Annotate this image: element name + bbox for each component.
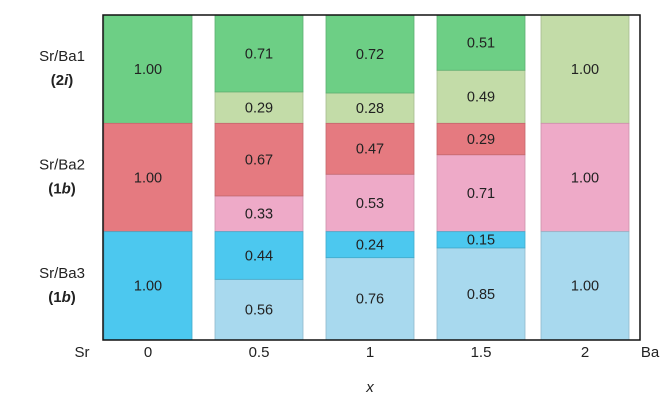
bar-segment — [436, 122, 526, 156]
segment-label: 1.00 — [134, 62, 162, 78]
row-site-label: (2i) — [51, 72, 74, 89]
segment-label: 1.00 — [571, 170, 599, 186]
bar-segment — [540, 14, 630, 124]
segment-label: 0.53 — [356, 196, 384, 212]
bar-segment — [325, 122, 415, 175]
segment-label: 0.71 — [245, 46, 273, 62]
x-axis-label: x — [365, 379, 374, 396]
row-label: Sr/Ba3 — [39, 265, 85, 282]
bar-segment — [540, 231, 630, 341]
segment-label: 0.85 — [467, 287, 495, 303]
bar-segment — [214, 195, 304, 233]
segment-label: 0.28 — [356, 101, 384, 117]
row-label: Sr/Ba1 — [39, 48, 85, 65]
bar-segment — [325, 231, 415, 259]
bar-segment — [103, 231, 193, 341]
segment-label: 1.00 — [571, 62, 599, 78]
x-tick-label: 1.5 — [471, 344, 492, 361]
segment-label: 0.67 — [245, 152, 273, 168]
segment-label: 0.24 — [356, 237, 384, 253]
bar-segment — [436, 69, 526, 124]
bar-segment — [214, 91, 304, 124]
segment-label: 0.49 — [467, 90, 495, 106]
left-end-label: Sr — [75, 344, 90, 361]
segment-label: 1.00 — [134, 279, 162, 295]
segment-label: 0.29 — [245, 100, 273, 116]
segment-label: 0.47 — [356, 142, 384, 158]
row-site-label: (1b) — [48, 180, 76, 197]
segment-label: 0.51 — [467, 35, 495, 51]
segment-label: 1.00 — [134, 170, 162, 186]
plot-frame — [102, 14, 641, 341]
bar-segment — [214, 278, 304, 341]
segment-label: 0.71 — [467, 186, 495, 202]
x-tick-label: 0 — [144, 344, 152, 361]
bar-segment — [103, 14, 193, 124]
bar-segment — [436, 231, 526, 249]
right-end-label: Ba — [641, 344, 660, 361]
segment-label: 1.00 — [571, 279, 599, 295]
segment-label: 0.72 — [356, 47, 384, 63]
row-label: Sr/Ba2 — [39, 156, 85, 173]
bar-segment — [436, 14, 526, 71]
segment-label: 0.56 — [245, 302, 273, 318]
x-tick-label: 2 — [581, 344, 589, 361]
x-tick-label: 1 — [366, 344, 374, 361]
segment-label: 0.15 — [467, 233, 495, 249]
segment-label: 0.29 — [467, 132, 495, 148]
x-tick-label: 0.5 — [249, 344, 270, 361]
bar-segment — [325, 92, 415, 124]
bar-segment — [540, 122, 630, 233]
segment-label: 0.44 — [245, 248, 273, 264]
bar-segment — [325, 173, 415, 233]
row-site-label: (1b) — [48, 289, 76, 306]
segment-label: 0.33 — [245, 207, 273, 223]
bar-segment — [325, 257, 415, 341]
segment-label: 0.76 — [356, 292, 384, 308]
bar-segment — [214, 122, 304, 197]
bar-segment — [325, 14, 415, 94]
bar-segment — [214, 231, 304, 280]
